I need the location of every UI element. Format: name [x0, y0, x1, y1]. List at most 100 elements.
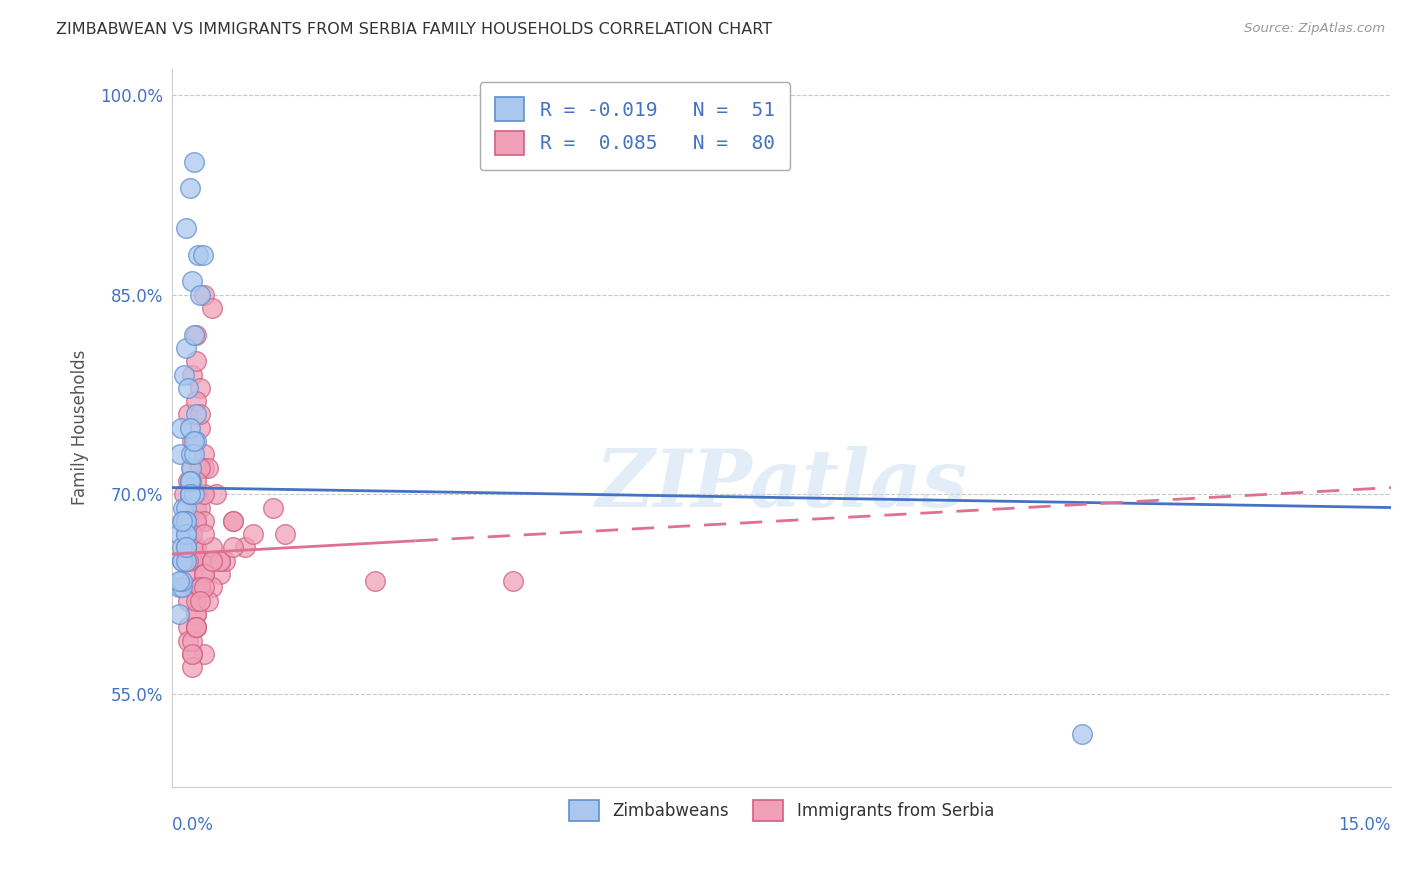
Point — [184, 607, 207, 621]
Text: 0.0%: 0.0% — [172, 815, 214, 834]
Point — [176, 221, 198, 235]
Point — [184, 514, 207, 528]
Point — [181, 633, 204, 648]
Point — [177, 593, 200, 607]
Text: ZIMBABWEAN VS IMMIGRANTS FROM SERBIA FAMILY HOUSEHOLDS CORRELATION CHART: ZIMBABWEAN VS IMMIGRANTS FROM SERBIA FAM… — [56, 22, 772, 37]
Point — [181, 274, 204, 288]
Point — [201, 580, 224, 594]
Point — [188, 408, 211, 422]
Point — [193, 567, 215, 582]
Text: ZIPatlas: ZIPatlas — [595, 446, 967, 524]
Point — [179, 181, 201, 195]
Point — [183, 327, 205, 342]
Point — [184, 620, 207, 634]
Point — [176, 554, 198, 568]
Point — [173, 487, 195, 501]
Point — [188, 580, 211, 594]
Point — [364, 574, 387, 588]
Point — [233, 541, 256, 555]
Point — [183, 447, 205, 461]
Point — [181, 554, 204, 568]
Point — [184, 327, 207, 342]
Point — [193, 527, 215, 541]
Point — [181, 647, 204, 661]
Point — [502, 574, 524, 588]
Point — [181, 554, 204, 568]
Point — [209, 554, 232, 568]
Point — [274, 527, 297, 541]
Point — [188, 381, 211, 395]
Point — [181, 567, 204, 582]
Point — [179, 474, 201, 488]
Point — [172, 554, 194, 568]
Point — [184, 620, 207, 634]
Point — [172, 554, 194, 568]
Point — [176, 500, 198, 515]
Point — [193, 447, 215, 461]
Point — [169, 447, 191, 461]
Point — [188, 421, 211, 435]
Point — [176, 341, 198, 355]
Point — [193, 647, 215, 661]
Point — [188, 580, 211, 594]
Point — [181, 541, 204, 555]
Point — [188, 287, 211, 301]
Point — [177, 514, 200, 528]
Point — [181, 660, 204, 674]
Point — [170, 421, 193, 435]
Point — [180, 474, 202, 488]
Point — [176, 514, 198, 528]
Point — [177, 381, 200, 395]
Point — [177, 620, 200, 634]
Point — [183, 154, 205, 169]
Point — [167, 580, 190, 594]
Point — [177, 580, 200, 594]
Point — [221, 514, 243, 528]
Y-axis label: Family Households: Family Households — [72, 350, 89, 506]
Point — [176, 541, 198, 555]
Point — [184, 593, 207, 607]
Point — [188, 580, 211, 594]
Point — [181, 647, 204, 661]
Point — [201, 541, 224, 555]
Point — [181, 368, 204, 382]
Point — [184, 354, 207, 368]
Point — [177, 554, 200, 568]
Point — [188, 593, 211, 607]
Point — [193, 287, 215, 301]
Point — [180, 447, 202, 461]
Point — [205, 487, 228, 501]
Point — [184, 487, 207, 501]
Point — [183, 434, 205, 448]
Point — [172, 574, 194, 588]
Point — [167, 607, 190, 621]
Point — [184, 394, 207, 409]
Legend: Zimbabweans, Immigrants from Serbia: Zimbabweans, Immigrants from Serbia — [560, 792, 1002, 829]
Point — [179, 421, 201, 435]
Point — [167, 527, 190, 541]
Point — [184, 620, 207, 634]
Point — [193, 514, 215, 528]
Point — [209, 554, 232, 568]
Point — [179, 487, 201, 501]
Point — [180, 460, 202, 475]
Point — [187, 248, 209, 262]
Point — [1071, 727, 1094, 741]
Point — [172, 500, 194, 515]
Point — [177, 408, 200, 422]
Point — [262, 500, 284, 515]
Point — [177, 527, 200, 541]
Point — [201, 301, 224, 315]
Point — [184, 580, 207, 594]
Point — [181, 434, 204, 448]
Point — [188, 554, 211, 568]
Point — [221, 541, 243, 555]
Point — [176, 541, 198, 555]
Point — [179, 487, 201, 501]
Point — [181, 554, 204, 568]
Point — [177, 633, 200, 648]
Point — [193, 487, 215, 501]
Point — [184, 607, 207, 621]
Text: 15.0%: 15.0% — [1339, 815, 1391, 834]
Point — [176, 527, 198, 541]
